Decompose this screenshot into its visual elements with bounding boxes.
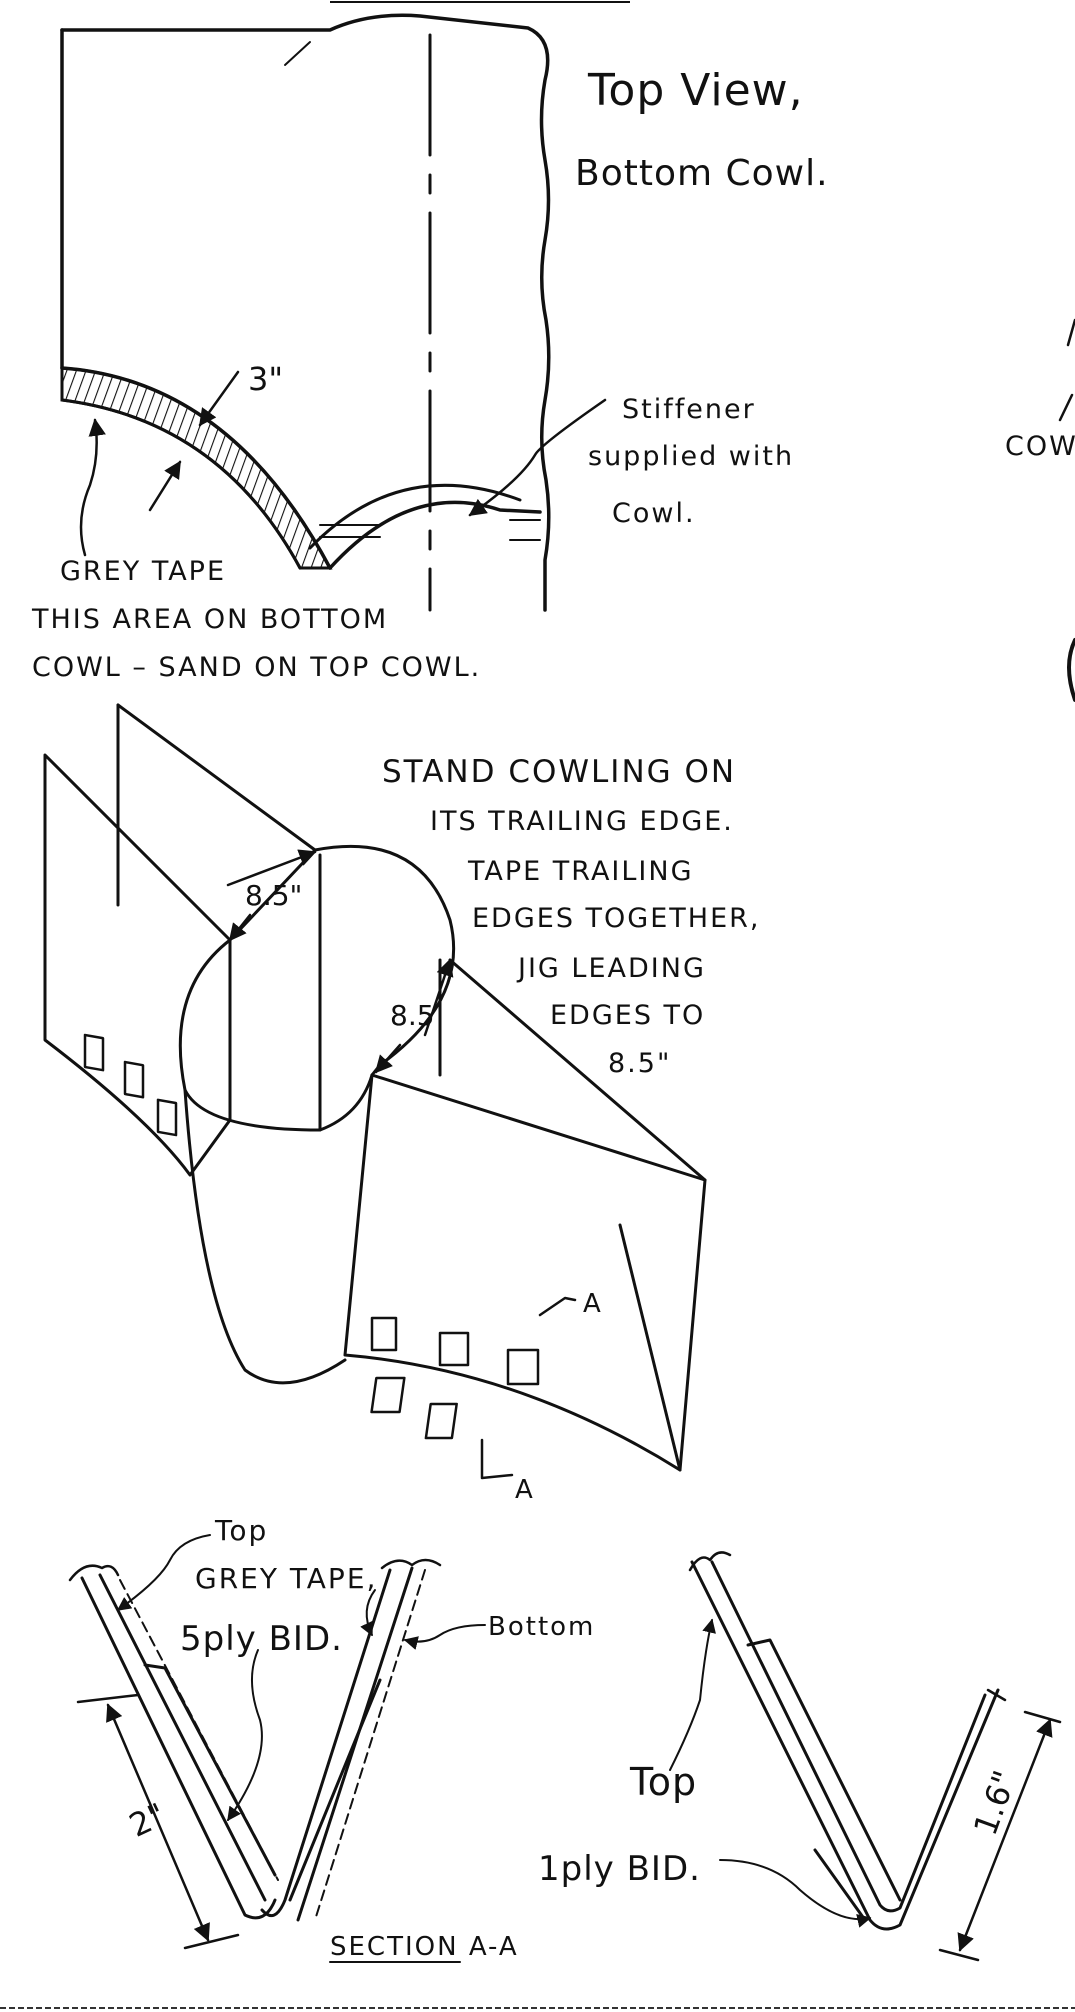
right-detail-1ply xyxy=(813,1848,867,1922)
jig-tab xyxy=(506,1348,540,1386)
dim-left-label: 8.5" xyxy=(245,879,302,912)
top-right-leader xyxy=(669,1618,716,1771)
section-right-detail xyxy=(669,1551,1062,1962)
iso-note-line7: 8.5" xyxy=(608,1048,671,1079)
section-bottom-label: Bottom xyxy=(488,1612,595,1642)
dim-1-6in-label: 1.6" xyxy=(966,1766,1024,1841)
section-grey-tape-label: GREY TAPE, xyxy=(195,1562,377,1595)
right-detail-inner xyxy=(710,1560,987,1913)
section-left-outer-top xyxy=(80,1576,277,1920)
iso-view-drawing xyxy=(43,703,707,1480)
sketch-mark xyxy=(284,41,311,66)
dim-arrow-left-a xyxy=(226,849,317,887)
right-panel xyxy=(343,1073,707,1472)
section-mark-top-label: A xyxy=(583,1289,601,1319)
section-top-label: Top xyxy=(214,1514,268,1547)
break-mark xyxy=(68,1564,120,1582)
jig-tab xyxy=(370,1376,406,1414)
fragment-stroke xyxy=(1058,393,1074,422)
grey-tape-label-line2: THIS AREA ON BOTTOM xyxy=(31,604,388,635)
dim-1-6in-ext xyxy=(1023,1710,1062,1724)
bottom-leader xyxy=(403,1624,486,1650)
right-detail-ply xyxy=(746,1638,902,1902)
section-mark-top xyxy=(538,1296,577,1317)
iso-note-line3: TAPE TRAILING xyxy=(467,856,694,887)
top-view-title-line2: Bottom Cowl. xyxy=(575,153,829,194)
edge-fragment-label: COW xyxy=(1005,431,1075,462)
iso-note-line1: STAND COWLING ON xyxy=(382,754,736,790)
grey-tape-hatch-area xyxy=(60,366,333,570)
jig-tab xyxy=(370,1316,398,1352)
grey-tape-label-line3: COWL – SAND ON TOP COWL. xyxy=(32,652,481,683)
iso-note-line4: EDGES TOGETHER, xyxy=(472,903,760,934)
dim-3in-label: 3" xyxy=(248,360,283,398)
right-detail-end xyxy=(986,1688,1007,1702)
dim-arrow-3in-bottom xyxy=(148,460,182,512)
grey-tape-leader xyxy=(360,1589,376,1637)
stiffener-curve-inner xyxy=(308,483,522,550)
grey-tape-label-line1: GREY TAPE xyxy=(60,556,226,587)
iso-note-line6: EDGES TO xyxy=(550,1000,705,1031)
section-bottom-tape-line xyxy=(314,1569,426,1921)
iso-note-line5: JIG LEADING xyxy=(516,953,706,984)
section-bottom-ply xyxy=(288,1678,382,1902)
section-a-a-left xyxy=(68,1534,486,1950)
iso-note-line2: ITS TRAILING EDGE. xyxy=(430,806,734,837)
nose-inner-curve xyxy=(178,938,374,1132)
nose-bottom-curve xyxy=(183,1088,347,1385)
dim-arrow-left-b xyxy=(228,913,252,942)
jig-tab xyxy=(83,1033,105,1072)
section-5ply-label: 5ply BID. xyxy=(180,1619,343,1659)
fragment-curve xyxy=(1067,638,1075,702)
adjacent-drawing-fragment xyxy=(1058,318,1075,702)
dim-1-6in-line xyxy=(957,1718,1053,1952)
top-view-outline xyxy=(60,13,551,612)
break-mark xyxy=(688,1551,732,1572)
jig-tab xyxy=(123,1060,145,1099)
nose-outer-curve xyxy=(313,844,456,1077)
section-left-bottom-outer xyxy=(260,1568,392,1918)
right-panel-top xyxy=(448,958,707,1182)
stiffener-label-line3: Cowl. xyxy=(612,498,696,529)
dim-arrow-right-b xyxy=(374,1043,402,1074)
1ply-leader xyxy=(719,1859,872,1928)
section-mark-bottom xyxy=(480,1438,514,1480)
dim-arrow-right-a xyxy=(423,958,454,1037)
top-leader xyxy=(116,1534,211,1611)
stiffener-label-line1: Stiffener xyxy=(622,394,756,425)
dim-2in-line xyxy=(106,1703,210,1942)
dim-arrow-3in-top xyxy=(198,370,240,427)
left-panel-outer xyxy=(43,753,232,1177)
fragment-stroke xyxy=(1066,318,1075,347)
section-mark-bottom-label: A xyxy=(515,1475,533,1505)
stiffener-label-line2: supplied with xyxy=(588,441,794,472)
leading-edge-curve-inner xyxy=(60,398,302,570)
top-view-drawing xyxy=(60,13,607,612)
jig-tab xyxy=(424,1402,458,1440)
section-title: SECTION A-A xyxy=(330,1932,519,1962)
dim-right-label: 8.5 xyxy=(390,999,435,1032)
stiffener-leader xyxy=(468,398,607,517)
5ply-leader xyxy=(227,1649,263,1822)
dim-2in-ext xyxy=(183,1933,240,1950)
top-view-title-line1: Top View, xyxy=(587,65,804,116)
dim-1-6in-ext xyxy=(938,1948,980,1962)
stiffener-curve-top xyxy=(328,500,542,570)
section-top-label-right: Top xyxy=(629,1760,697,1804)
dim-2in-ext xyxy=(76,1693,140,1704)
section-1ply-label: 1ply BID. xyxy=(538,1849,701,1889)
break-mark xyxy=(380,1558,442,1570)
jig-tab xyxy=(438,1331,470,1367)
jig-tab xyxy=(156,1098,178,1137)
right-panel-inner-edge xyxy=(618,1223,682,1472)
grey-tape-leader xyxy=(79,418,106,557)
